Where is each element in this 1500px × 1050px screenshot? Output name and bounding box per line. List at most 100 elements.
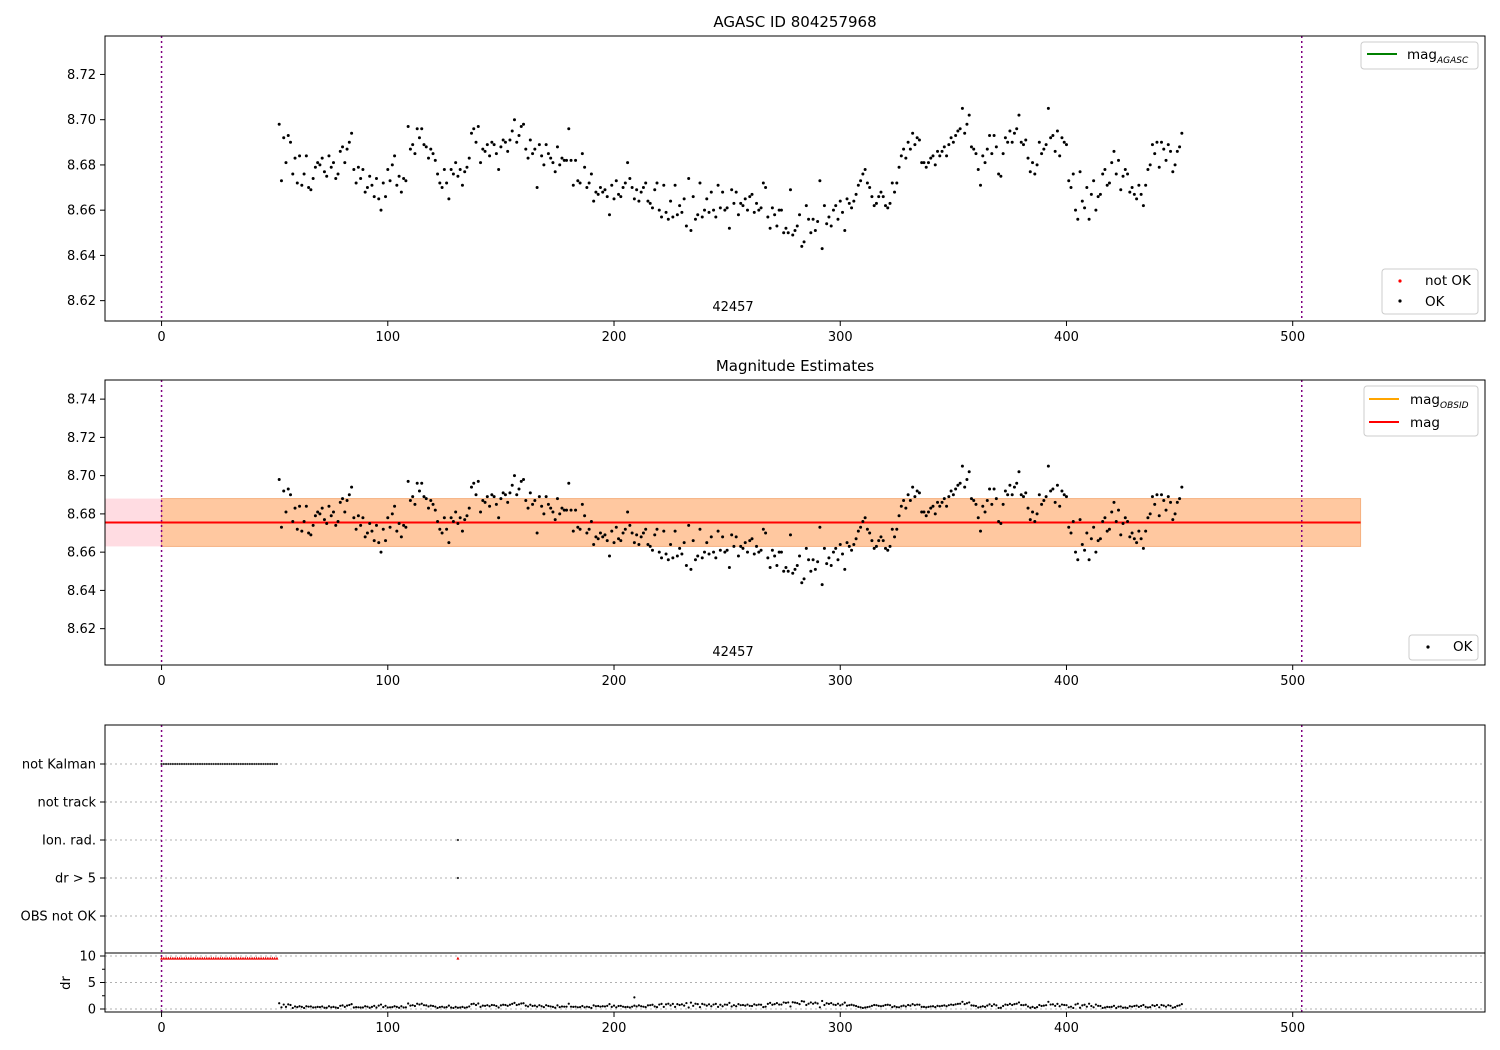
ok-point: [983, 510, 987, 514]
ok-point: [1092, 179, 1096, 183]
dr-point: [411, 1004, 414, 1007]
flag-point: [271, 762, 274, 766]
dr-point: [474, 1003, 478, 1007]
ok-point: [798, 554, 802, 558]
dr-point: [364, 1005, 367, 1008]
ok-point: [1092, 525, 1096, 529]
dr-point: [291, 1006, 294, 1010]
ok-point: [662, 529, 666, 533]
dr-point: [391, 1005, 394, 1009]
ok-point: [791, 233, 795, 237]
dr-point: [852, 1004, 855, 1007]
ok-point: [990, 152, 994, 156]
flag-point: [223, 762, 227, 766]
ok-point: [750, 192, 754, 196]
ok-point: [655, 181, 659, 185]
dr-point: [640, 1005, 643, 1008]
ok-point: [379, 208, 383, 212]
ok-point: [399, 535, 403, 539]
ok-point: [825, 222, 829, 226]
dr-point: [762, 1005, 765, 1009]
dr-point: [615, 1006, 618, 1009]
ok-point: [730, 533, 734, 537]
flag-point: [259, 762, 263, 766]
dr-point: [750, 1004, 754, 1008]
dr-point: [330, 1006, 333, 1009]
panel1-annotation: 42457: [712, 300, 753, 315]
dr-point: [554, 1006, 557, 1009]
ok-point: [363, 535, 367, 539]
dr-point: [1029, 1006, 1032, 1009]
ok-point: [1180, 131, 1184, 135]
ok-point: [537, 495, 541, 499]
ok-point: [476, 124, 480, 128]
ok-point: [1101, 172, 1105, 176]
dr-point: [407, 1002, 410, 1005]
dr-point: [873, 1003, 876, 1007]
dr-point: [692, 1004, 695, 1007]
dr-point: [597, 1004, 600, 1008]
ok-point: [999, 521, 1003, 525]
ok-point: [1078, 170, 1082, 174]
dr-point: [925, 1006, 928, 1009]
ok-point: [926, 510, 930, 514]
ok-point: [940, 149, 944, 153]
dr-point: [565, 1005, 568, 1008]
dr-point: [526, 1005, 530, 1008]
ok-point: [1042, 147, 1046, 151]
ok-point: [641, 186, 645, 190]
ok-point: [1001, 152, 1005, 156]
ok-point: [1178, 145, 1182, 149]
ok-point: [293, 506, 297, 510]
ok-point: [852, 199, 856, 203]
ok-point: [994, 145, 998, 149]
dr-point: [689, 1001, 693, 1004]
ok-point: [877, 539, 881, 543]
ok-point: [985, 147, 989, 151]
flag-point: [253, 762, 256, 766]
ok-point: [1153, 152, 1157, 156]
ok-point: [610, 183, 614, 187]
ok-point: [635, 533, 639, 537]
ok-point: [286, 134, 290, 138]
ok-point: [551, 510, 555, 514]
dr-tick-label: 0: [88, 1003, 96, 1018]
ok-point: [974, 152, 978, 156]
panel1-title: AGASC ID 804257968: [713, 13, 876, 31]
dr-clipped-marker: [178, 956, 182, 960]
y-tick-label: 8.62: [67, 294, 96, 309]
ok-point: [279, 525, 283, 529]
dr-point: [827, 1002, 831, 1006]
ok-point: [1076, 217, 1080, 221]
dr-point: [477, 1002, 480, 1005]
dr-clipped-marker: [171, 956, 175, 960]
ok-point: [804, 546, 808, 550]
flag-point: [180, 762, 184, 766]
ok-point: [868, 531, 872, 535]
dr-point: [1045, 1004, 1048, 1007]
ok-point: [576, 179, 580, 183]
ok-point: [447, 197, 451, 201]
ok-point: [958, 127, 962, 131]
ok-point: [347, 140, 351, 144]
dr-point: [968, 1001, 971, 1004]
ok-point: [589, 172, 593, 176]
dr-point: [832, 1003, 835, 1006]
ok-point: [1033, 172, 1037, 176]
flag-point: [196, 762, 199, 766]
ok-point: [411, 495, 415, 499]
dr-point: [830, 1001, 833, 1005]
ok-point: [370, 183, 374, 187]
ok-point: [501, 138, 505, 142]
ok-point: [540, 154, 544, 158]
ok-point: [316, 161, 320, 165]
dr-point: [744, 1004, 747, 1007]
dr-point: [341, 1004, 344, 1007]
ok-point: [1150, 143, 1154, 147]
ok-point: [917, 491, 921, 495]
ok-point: [949, 136, 953, 140]
ok-point: [761, 527, 765, 531]
ok-point: [861, 172, 865, 176]
dr-point: [1040, 1004, 1043, 1008]
ok-point: [607, 213, 611, 217]
